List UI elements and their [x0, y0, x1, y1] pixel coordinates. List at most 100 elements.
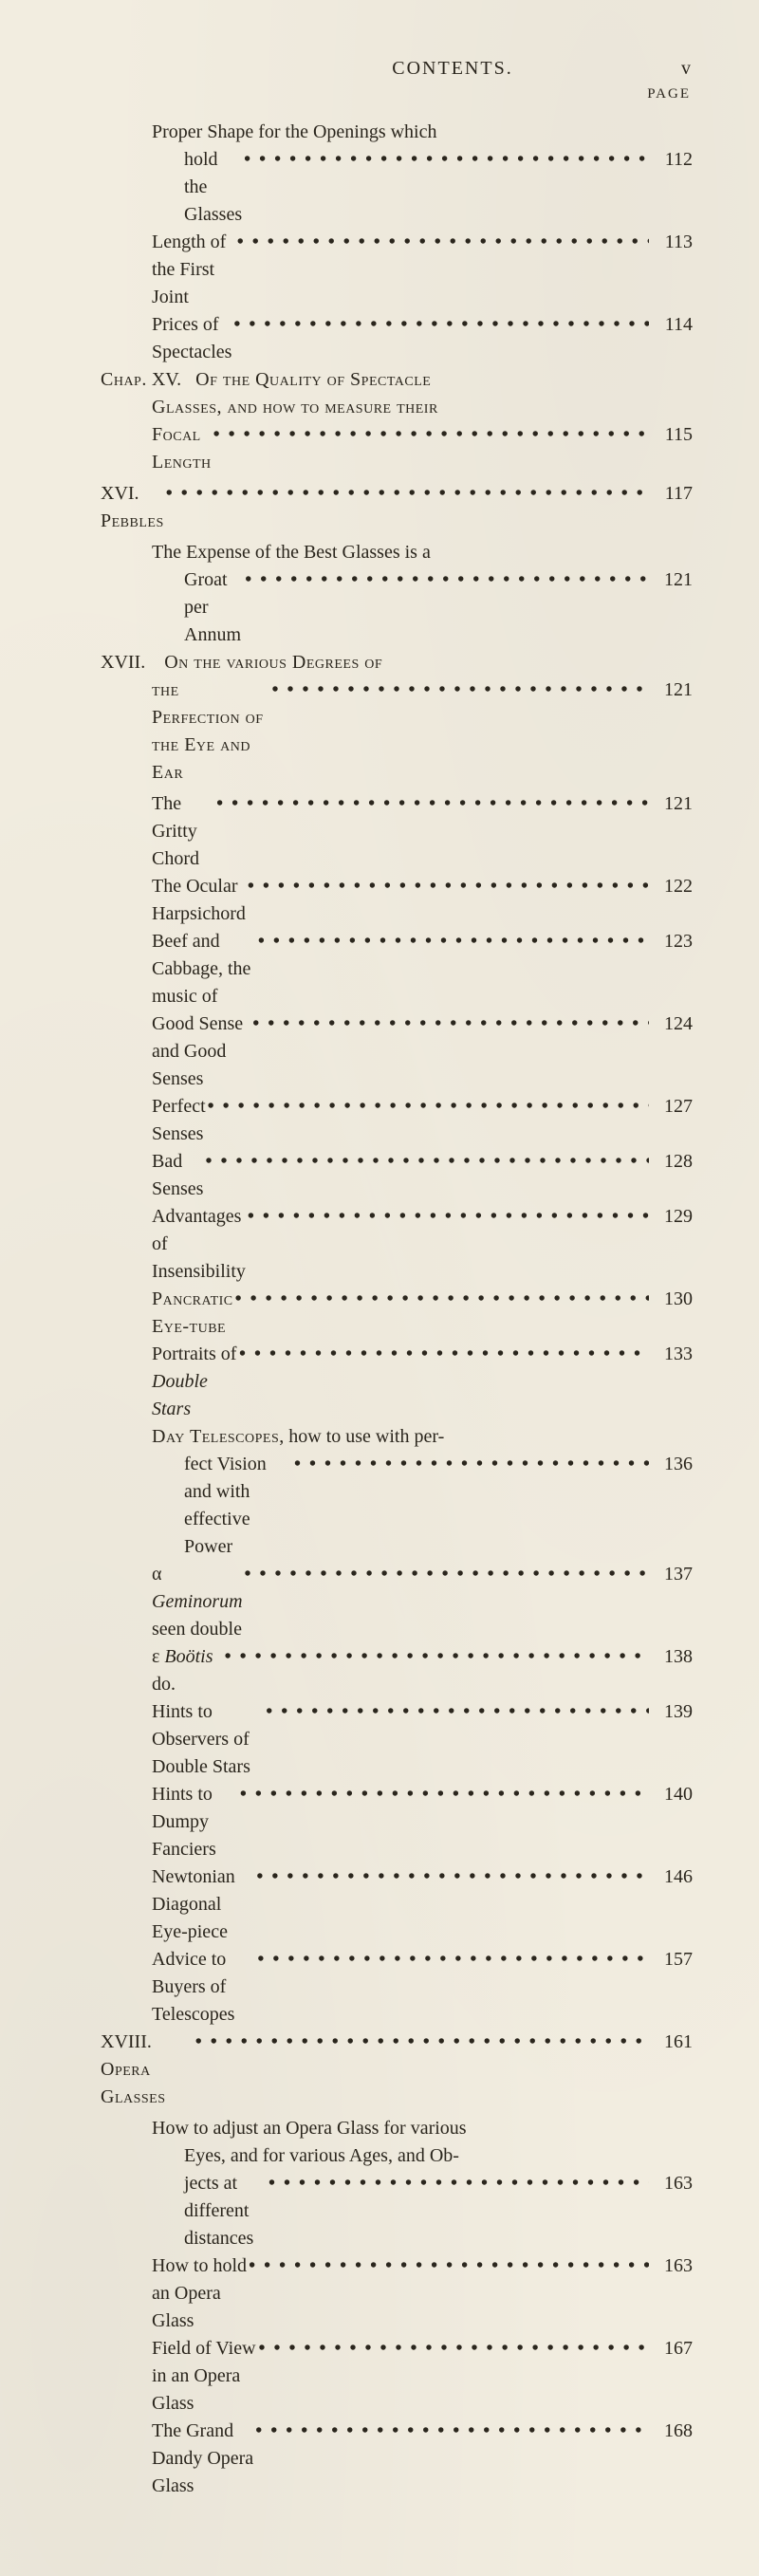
toc-page-number: 121: [649, 566, 693, 594]
toc-row: Newtonian Diagonal Eye-piece• • • • • • …: [101, 1863, 693, 1946]
toc-row: Advantages of Insensibility• • • • • • •…: [101, 1203, 693, 1286]
toc-page-number: 139: [649, 1698, 693, 1726]
toc-entry-text: Day Telescopes, how to use with per-: [101, 1423, 444, 1451]
toc-leader-dots: • • • • • • • • • • • • • • • • • • • • …: [264, 1698, 649, 1726]
toc-page-number: 133: [649, 1341, 693, 1368]
toc-row: Hints to Observers of Double Stars• • • …: [101, 1698, 693, 1781]
toc-page-number: 112: [649, 146, 693, 174]
toc-leader-dots: • • • • • • • • • • • • • • • • • • • • …: [269, 676, 649, 704]
toc-page-number: 113: [649, 229, 693, 256]
toc-page-number: 121: [649, 676, 693, 704]
toc-row: Proper Shape for the Openings which: [101, 119, 693, 146]
toc-entry-text: Portraits of Double Stars: [101, 1341, 237, 1423]
toc-leader-dots: • • • • • • • • • • • • • • • • • • • • …: [237, 1341, 649, 1368]
toc-entry-text: Glasses, and how to measure their: [101, 394, 438, 421]
toc-page-number: 157: [649, 1946, 693, 1974]
toc-leader-dots: • • • • • • • • • • • • • • • • • • • • …: [256, 928, 649, 955]
toc-entry-text: XVII. On the various Degrees of: [101, 649, 382, 676]
toc-leader-dots: • • • • • • • • • • • • • • • • • • • • …: [212, 421, 649, 449]
toc-entry-text: Advice to Buyers of Telescopes: [101, 1946, 255, 2029]
toc-row: Perfect Senses• • • • • • • • • • • • • …: [101, 1093, 693, 1148]
toc-leader-dots: • • • • • • • • • • • • • • • • • • • • …: [246, 873, 649, 900]
toc-page-number: 114: [649, 311, 693, 339]
toc-leader-dots: • • • • • • • • • • • • • • • • • • • • …: [242, 146, 649, 174]
toc-row: fect Vision and with effective Power• • …: [101, 1451, 693, 1561]
toc-entry-text: The Expense of the Best Glasses is a: [101, 539, 431, 566]
toc-row: XVI. Pebbles• • • • • • • • • • • • • • …: [101, 480, 693, 535]
toc-page-number: 136: [649, 1451, 693, 1478]
toc-entry-text: Beef and Cabbage, the music of: [101, 928, 256, 1010]
toc-row: Groat per Annum• • • • • • • • • • • • •…: [101, 566, 693, 649]
toc-leader-dots: • • • • • • • • • • • • • • • • • • • • …: [292, 1451, 649, 1478]
folio: v: [681, 55, 693, 83]
toc-entry-text: Eyes, and for various Ages, and Ob-: [101, 2142, 459, 2170]
toc-row: Portraits of Double Stars• • • • • • • •…: [101, 1341, 693, 1423]
toc-row: hold the Glasses• • • • • • • • • • • • …: [101, 146, 693, 229]
toc-entry-text: Hints to Observers of Double Stars: [101, 1698, 264, 1781]
toc-page-number: 146: [649, 1863, 693, 1891]
toc-entry-text: Newtonian Diagonal Eye-piece: [101, 1863, 254, 1946]
toc-row: Eyes, and for various Ages, and Ob-: [101, 2142, 693, 2170]
toc-page-number: 115: [649, 421, 693, 449]
toc-leader-dots: • • • • • • • • • • • • • • • • • • • • …: [250, 1010, 649, 1038]
toc-row: Pancratic Eye-tube• • • • • • • • • • • …: [101, 1286, 693, 1341]
toc-leader-dots: • • • • • • • • • • • • • • • • • • • • …: [214, 790, 649, 818]
toc-leader-dots: • • • • • • • • • • • • • • • • • • • • …: [243, 1561, 649, 1588]
toc-entry-text: Prices of Spectacles: [101, 311, 231, 366]
toc-leader-dots: • • • • • • • • • • • • • • • • • • • • …: [246, 1203, 649, 1231]
toc-entry-text: Perfect Senses: [101, 1093, 206, 1148]
toc-page-number: 163: [649, 2252, 693, 2280]
toc-entry-text: Advantages of Insensibility: [101, 1203, 246, 1286]
toc-entry-text: Length of the First Joint: [101, 229, 235, 311]
toc-page-number: 117: [649, 480, 693, 508]
toc-entry-text: The Ocular Harpsichord: [101, 873, 246, 928]
toc-leader-dots: • • • • • • • • • • • • • • • • • • • • …: [247, 2252, 649, 2280]
toc-entry-text: How to hold an Opera Glass: [101, 2252, 247, 2335]
toc-entry-text: fect Vision and with effective Power: [101, 1451, 292, 1561]
running-header: CONTENTS. v: [101, 55, 693, 83]
toc-row: The Ocular Harpsichord• • • • • • • • • …: [101, 873, 693, 928]
toc-page-number: 130: [649, 1286, 693, 1313]
toc-entry-text: Focal Length: [101, 421, 212, 476]
toc-row: Advice to Buyers of Telescopes• • • • • …: [101, 1946, 693, 2029]
toc-page-number: 122: [649, 873, 693, 900]
toc-page-number: 129: [649, 1203, 693, 1231]
toc-row: Bad Senses• • • • • • • • • • • • • • • …: [101, 1148, 693, 1203]
toc-entry-text: XVI. Pebbles: [101, 480, 164, 535]
toc-entry-text: hold the Glasses: [101, 146, 242, 229]
toc-row: XVIII. Opera Glasses• • • • • • • • • • …: [101, 2029, 693, 2111]
toc-row: The Grand Dandy Opera Glass• • • • • • •…: [101, 2418, 693, 2500]
toc-entry-text: How to adjust an Opera Glass for various: [101, 2115, 467, 2142]
toc-entry-text: Groat per Annum: [101, 566, 243, 649]
toc-leader-dots: • • • • • • • • • • • • • • • • • • • • …: [243, 566, 649, 594]
toc-page-number: 124: [649, 1010, 693, 1038]
toc-page-number: 167: [649, 2335, 693, 2363]
toc-row: The Gritty Chord• • • • • • • • • • • • …: [101, 790, 693, 873]
toc-row: α Geminorum seen double• • • • • • • • •…: [101, 1561, 693, 1643]
toc-leader-dots: • • • • • • • • • • • • • • • • • • • • …: [203, 1148, 649, 1176]
toc-leader-dots: • • • • • • • • • • • • • • • • • • • • …: [254, 1863, 649, 1891]
toc-row: ε Boötis do.• • • • • • • • • • • • • • …: [101, 1643, 693, 1698]
toc-row: jects at different distances• • • • • • …: [101, 2170, 693, 2252]
toc-entry-text: Field of View in an Opera Glass: [101, 2335, 257, 2418]
toc-entry-text: Proper Shape for the Openings which: [101, 119, 437, 146]
toc-entry-text: the Perfection of the Eye and Ear: [101, 676, 269, 787]
toc-page-number: 128: [649, 1148, 693, 1176]
toc-page-number: 168: [649, 2418, 693, 2445]
toc-entry-text: Good Sense and Good Senses: [101, 1010, 250, 1093]
toc-row: Prices of Spectacles• • • • • • • • • • …: [101, 311, 693, 366]
toc-leader-dots: • • • • • • • • • • • • • • • • • • • • …: [164, 480, 649, 508]
toc-leader-dots: • • • • • • • • • • • • • • • • • • • • …: [253, 2418, 649, 2445]
toc-page-number: 163: [649, 2170, 693, 2197]
toc-page-number: 127: [649, 1093, 693, 1121]
toc-row: XVII. On the various Degrees of: [101, 649, 693, 676]
toc-leader-dots: • • • • • • • • • • • • • • • • • • • • …: [257, 2335, 649, 2363]
toc-entry-text: ε Boötis do.: [101, 1643, 223, 1698]
toc-leader-dots: • • • • • • • • • • • • • • • • • • • • …: [255, 1946, 649, 1974]
toc-row: Focal Length• • • • • • • • • • • • • • …: [101, 421, 693, 476]
toc-row: Glasses, and how to measure their: [101, 394, 693, 421]
toc-page-number: 138: [649, 1643, 693, 1671]
toc-leader-dots: • • • • • • • • • • • • • • • • • • • • …: [223, 1643, 649, 1671]
running-head: CONTENTS.: [306, 55, 512, 83]
toc-page-number: 121: [649, 790, 693, 818]
